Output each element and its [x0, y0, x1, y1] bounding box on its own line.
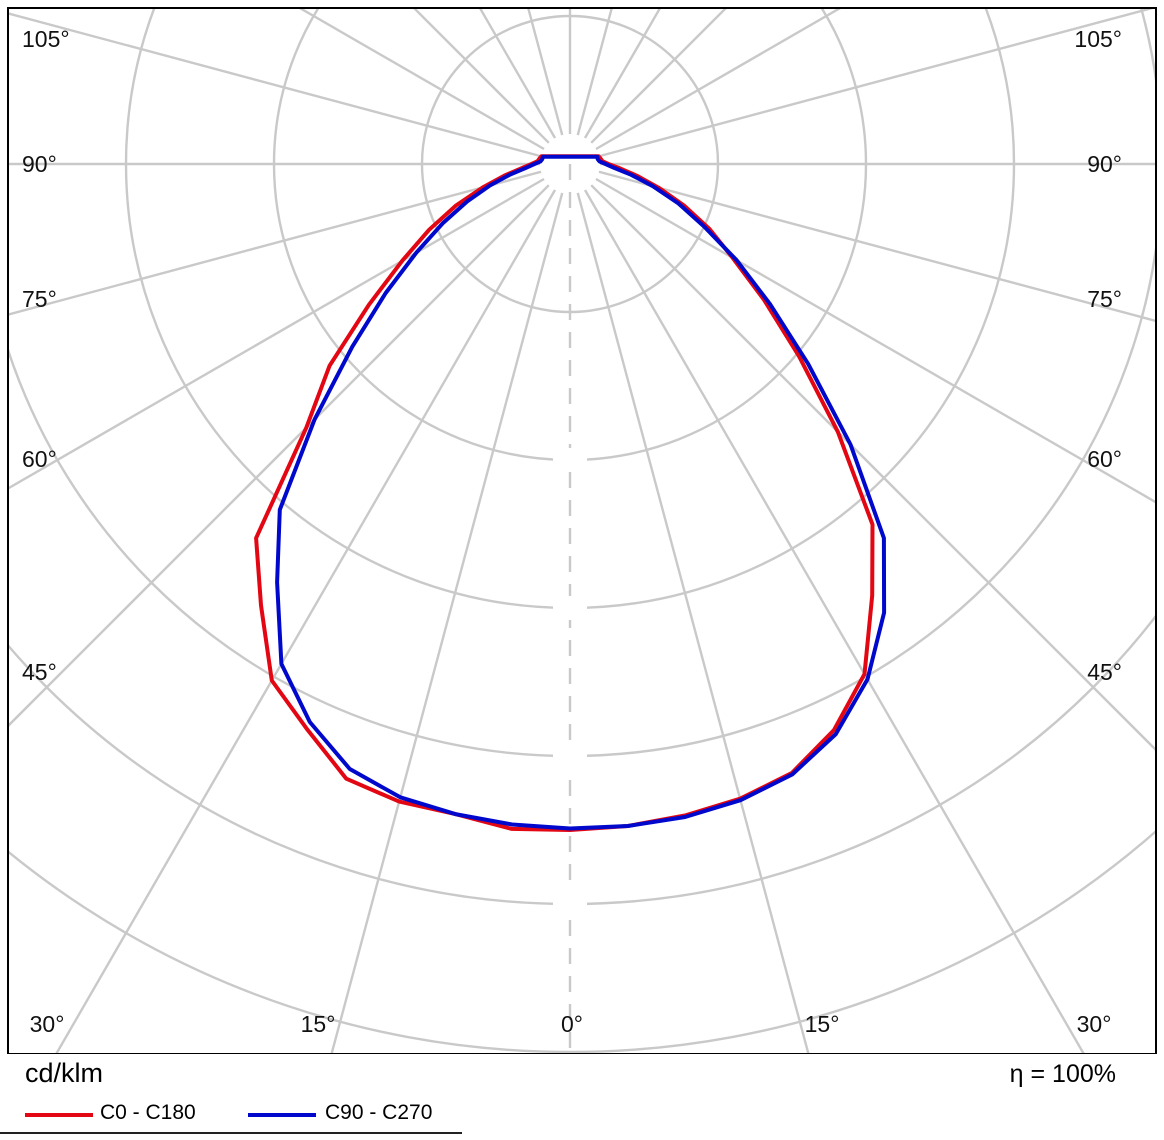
angle-tick-label: 45°: [22, 659, 57, 685]
angle-tick-label: 75°: [22, 286, 57, 312]
units-label: cd/klm: [25, 1058, 104, 1088]
angle-tick-label: 60°: [1087, 446, 1122, 472]
angle-tick-label: 0°: [561, 1011, 583, 1037]
legend-swatch-c90-c270: [248, 1113, 316, 1117]
angle-tick-label: 105°: [22, 26, 70, 52]
angle-tick-label: 105°: [1074, 26, 1122, 52]
angle-tick-label: 60°: [22, 446, 57, 472]
angle-tick-label: 30°: [1077, 1011, 1112, 1037]
angle-tick-label: 30°: [30, 1011, 65, 1037]
angle-tick-label: 15°: [805, 1011, 840, 1037]
legend-swatch-c0-c180: [25, 1113, 93, 1117]
angle-tick-label: 90°: [1087, 151, 1122, 177]
legend-label-c0-c180: C0 - C180: [100, 1101, 196, 1124]
angle-tick-label: 45°: [1087, 659, 1122, 685]
angle-tick-label: 15°: [301, 1011, 336, 1037]
chart-footer: cd/klm η = 100% C0 - C180 C90 - C270: [0, 1054, 1164, 1140]
efficiency-label: η = 100%: [1009, 1060, 1116, 1088]
angle-tick-label: 90°: [22, 151, 57, 177]
legend: C0 - C180 C90 - C270: [0, 1098, 462, 1134]
angle-tick-label: 75°: [1087, 286, 1122, 312]
legend-label-c90-c270: C90 - C270: [325, 1101, 433, 1124]
